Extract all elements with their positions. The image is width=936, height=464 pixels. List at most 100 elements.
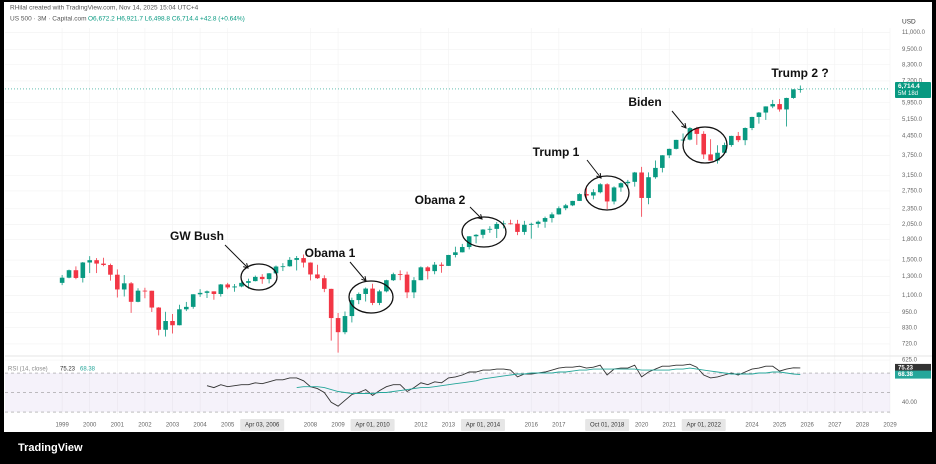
- candle-body: [473, 234, 479, 237]
- candle-body: [591, 192, 596, 196]
- y-tick-label: 2,750.0: [902, 188, 923, 194]
- candle-body: [749, 116, 755, 128]
- candle-body: [87, 260, 93, 263]
- candle-body: [604, 184, 610, 202]
- rsi-title: RSI (14, close): [8, 367, 48, 373]
- y-tick-label: 950.0: [902, 310, 918, 316]
- candle-body: [798, 88, 803, 90]
- candle-body: [101, 263, 106, 266]
- date-marker: [350, 419, 395, 431]
- candle-body: [280, 266, 286, 268]
- countdown: 5M 18d: [898, 91, 918, 97]
- candle-body: [618, 183, 624, 188]
- annotation-arrowhead: [477, 214, 483, 220]
- candle-body: [432, 264, 437, 272]
- annotation-arrow: [349, 261, 367, 282]
- candle-body: [273, 266, 279, 274]
- x-tick-label: 2020: [635, 423, 649, 429]
- candle-body: [715, 152, 720, 161]
- candle-body: [321, 278, 327, 289]
- candle-body: [660, 155, 665, 168]
- candle-body: [225, 284, 230, 288]
- candle-body: [666, 148, 672, 156]
- annotation-arrow: [671, 110, 687, 129]
- rsi-value-badge: [895, 370, 931, 379]
- x-tick-label: 2021: [663, 423, 677, 429]
- x-tick-label: 2017: [552, 423, 566, 429]
- candle-body: [680, 139, 686, 141]
- rsi-legend-value: 75.23: [60, 367, 76, 373]
- rsi-band: [5, 373, 890, 413]
- candle-body: [246, 281, 251, 283]
- y-tick-label: 1,300.0: [902, 274, 923, 280]
- candle-body: [121, 283, 127, 290]
- date-marker: [240, 419, 285, 431]
- candle-body: [149, 290, 155, 308]
- candle-body: [694, 128, 700, 134]
- candle-body: [156, 307, 162, 330]
- x-tick-label: 2026: [801, 423, 815, 429]
- candle-body: [266, 273, 272, 280]
- annotation-arrowhead: [243, 263, 249, 269]
- rsi-legend-value: 68.38: [80, 367, 96, 373]
- last-price-label: 6,714.4: [898, 83, 920, 90]
- candle-body: [535, 221, 541, 224]
- candle-body: [315, 274, 320, 279]
- candle-body: [494, 223, 500, 229]
- candle-body: [211, 291, 217, 294]
- y-tick-label: 720.0: [902, 342, 918, 348]
- annotation: GW Bush: [170, 229, 224, 243]
- ohlc: O6,672.2 H6,921.7 L6,498.8 C6,714.4 +42.…: [88, 16, 245, 23]
- x-tick-label: 2009: [331, 423, 345, 429]
- candle-body: [549, 214, 555, 219]
- candle-body: [73, 270, 79, 278]
- candle-body: [611, 187, 617, 202]
- logo: TradingView: [18, 442, 83, 454]
- candle-body: [784, 97, 789, 110]
- candle-body: [687, 128, 693, 140]
- candle-body: [653, 167, 658, 178]
- candle-body: [459, 247, 465, 253]
- y-tick-label: 9,500.0: [902, 47, 923, 53]
- rsi-value-label: 75.23: [898, 365, 914, 371]
- x-tick-label: 2025: [773, 423, 787, 429]
- x-tick-label: 2016: [525, 423, 539, 429]
- candle-body: [646, 177, 651, 198]
- date-marker: [681, 419, 726, 431]
- candle-body: [115, 274, 120, 290]
- candle-body: [197, 292, 203, 295]
- y-tick-label: 830.0: [902, 325, 918, 331]
- x-tick-label: 2027: [828, 423, 842, 429]
- rsi-tick-label: 40.00: [902, 400, 918, 406]
- candle-body: [397, 274, 403, 275]
- candle-body: [204, 291, 210, 293]
- candle-body: [135, 290, 141, 302]
- candle-body: [480, 229, 486, 235]
- annotation-circle: [461, 216, 507, 248]
- candle-body: [232, 286, 237, 288]
- candle-body: [363, 288, 368, 294]
- candle-body: [708, 154, 713, 161]
- date-marker-label: Apr 01, 2022: [687, 423, 722, 429]
- x-tick-label: 2003: [166, 423, 180, 429]
- candle-body: [128, 283, 134, 302]
- rsi-line: [296, 367, 801, 394]
- rsi-value-badge: [895, 363, 931, 372]
- candle-body: [625, 181, 631, 184]
- candle-body: [701, 133, 707, 155]
- candle-body: [349, 300, 355, 317]
- x-tick-label: 2002: [138, 423, 152, 429]
- y-tick-label: 11,000.0: [902, 30, 926, 36]
- annotation: Biden: [628, 95, 661, 109]
- date-marker-label: Apr 01, 2010: [355, 423, 390, 429]
- candle-body: [425, 267, 431, 272]
- annotation-arrow: [224, 244, 249, 269]
- candle-body: [287, 259, 293, 267]
- candle-body: [418, 267, 424, 281]
- candle-body: [411, 280, 417, 293]
- candle-body: [308, 262, 313, 275]
- date-marker-label: Apr 03, 2006: [245, 423, 280, 429]
- annotation-arrowhead: [681, 122, 687, 129]
- candle-body: [356, 293, 362, 301]
